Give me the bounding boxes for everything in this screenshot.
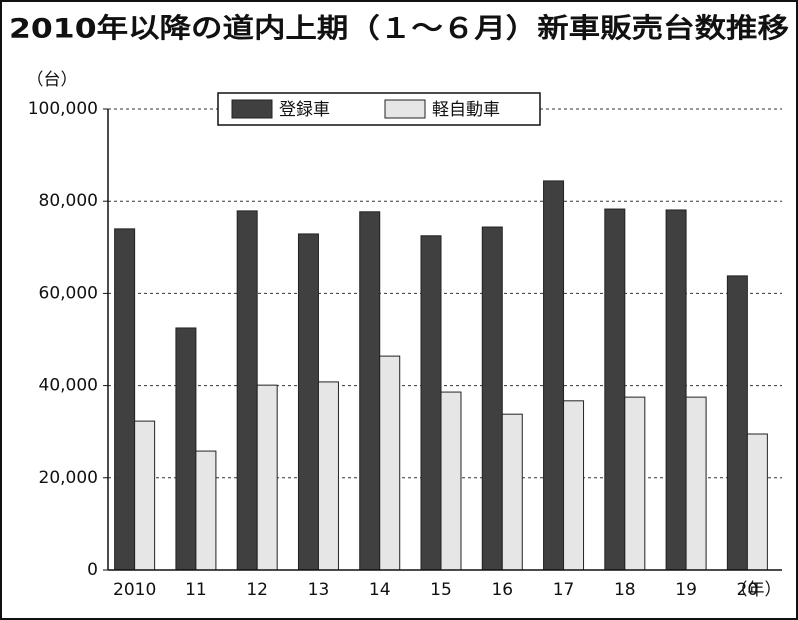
bar <box>420 235 442 571</box>
bar <box>134 420 156 571</box>
x-tick-label: 11 <box>185 580 207 600</box>
bar <box>501 413 523 571</box>
x-unit: （年） <box>731 580 782 600</box>
x-tick-label: 16 <box>491 580 513 600</box>
bar <box>317 381 339 571</box>
x-tick-label: 19 <box>675 580 697 600</box>
y-unit: （台） <box>27 70 78 90</box>
y-tick-label: 40,000 <box>39 376 98 396</box>
x-tick-label: 2010 <box>113 580 156 600</box>
legend-swatch <box>231 99 273 119</box>
bar <box>440 391 462 571</box>
y-tick-label: 80,000 <box>39 191 98 211</box>
y-tick-label: 100,000 <box>28 99 98 119</box>
bar <box>256 384 278 571</box>
bar <box>236 210 258 571</box>
x-tick-label: 17 <box>553 580 575 600</box>
bar <box>175 327 197 571</box>
x-tick-label: 12 <box>246 580 268 600</box>
legend-label: 軽自動車 <box>432 100 500 120</box>
bar <box>543 180 565 571</box>
y-tick-label: 60,000 <box>39 283 98 303</box>
bar <box>665 209 687 571</box>
bar <box>685 396 707 571</box>
bar <box>359 211 381 571</box>
x-tick-label: 20 <box>737 580 759 600</box>
x-tick-label: 14 <box>369 580 391 600</box>
y-tick-label: 20,000 <box>39 468 98 488</box>
y-tick-label: 0 <box>87 560 98 580</box>
bar <box>563 400 585 571</box>
x-tick-label: 13 <box>308 580 330 600</box>
bar <box>604 208 626 571</box>
bar <box>114 228 136 571</box>
bar <box>379 355 401 571</box>
bar <box>195 450 217 571</box>
bar <box>726 275 748 571</box>
x-tick-label: 18 <box>614 580 636 600</box>
bar <box>624 396 646 571</box>
bar <box>746 433 768 571</box>
x-tick-label: 15 <box>430 580 452 600</box>
legend-label: 登録車 <box>279 100 330 120</box>
bar <box>297 233 319 571</box>
chart-title: 2010年以降の道内上期（１～６月）新車販売台数推移 <box>9 13 789 45</box>
bar <box>481 226 503 571</box>
legend-swatch <box>384 99 426 119</box>
